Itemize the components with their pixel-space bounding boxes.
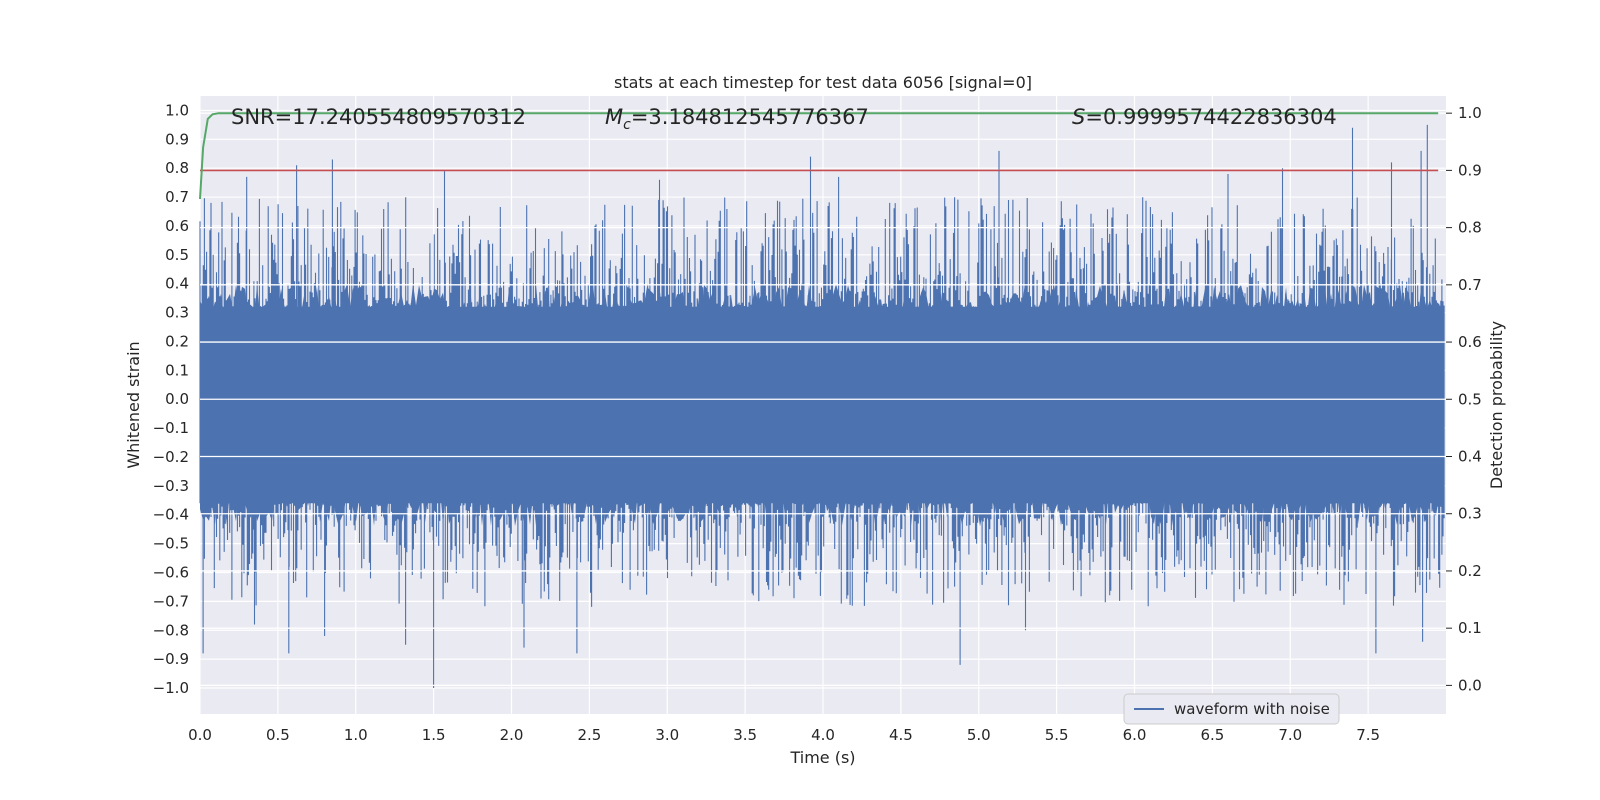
x-tick-label: 6.0 (1123, 726, 1147, 744)
x-tick-label: 1.5 (422, 726, 446, 744)
y-left-tick-label: −0.6 (153, 563, 189, 581)
x-tick-label: 3.0 (655, 726, 679, 744)
y-left-tick-label: 0.7 (165, 188, 189, 206)
legend-label: waveform with noise (1174, 700, 1330, 718)
x-tick-label: 4.5 (889, 726, 913, 744)
y-left-tick-label: 0.2 (165, 332, 189, 350)
y-left-tick-label: 0.4 (165, 275, 189, 293)
strain-series (199, 124, 1445, 688)
y-right-tick-label: 0.6 (1458, 333, 1482, 351)
y-right-ticks: 1.0 0.9 0.8 0.7 0.6 0.5 0.4 0.3 0.2 0.1 0.0 (1446, 104, 1482, 694)
score-symbol: S (1072, 105, 1085, 129)
y-right-tick-label: 0.5 (1458, 390, 1482, 408)
probability-line (199, 112, 1439, 200)
y-right-tick-label: 0.1 (1458, 619, 1482, 637)
y-right-tick-label: 0.7 (1458, 276, 1482, 294)
y-left-tick-label: 0.6 (165, 217, 189, 235)
y-right-tick-label: 0.9 (1458, 161, 1482, 179)
y-left-tick-label: −0.4 (153, 506, 189, 524)
y-right-tick-label: 1.0 (1458, 104, 1482, 122)
y-left-tick-label: 0.3 (165, 304, 189, 322)
x-tick-label: 5.0 (967, 726, 991, 744)
y-left-tick-label: −0.5 (153, 535, 189, 553)
y-left-tick-labels: 1.0 0.9 0.8 0.7 0.6 0.5 0.4 0.3 0.2 0.1 0.0 −0.1 −0.… (153, 101, 189, 697)
x-tick-label: 7.5 (1356, 726, 1380, 744)
x-tick-label: 7.0 (1278, 726, 1302, 744)
x-tick-label: 2.0 (500, 726, 524, 744)
x-axis-label: Time (s) (789, 748, 855, 767)
snr-annotation: SNR=17.240554809570312 (231, 105, 526, 129)
legend-box (1123, 693, 1340, 725)
y-right-tick-label: 0.3 (1458, 505, 1482, 523)
chart-title: stats at each timestep for test data 605… (614, 73, 1032, 92)
x-tick-label: 5.5 (1045, 726, 1069, 744)
strain-spikes (199, 124, 1445, 688)
x-tick-label: 4.0 (811, 726, 835, 744)
y-left-tick-label: 0.9 (165, 130, 189, 148)
score-annotation: S=0.9999574422836304 (1072, 105, 1337, 129)
x-tick-label: 6.5 (1200, 726, 1224, 744)
y-right-tick-label: 0.2 (1458, 562, 1482, 580)
legend: waveform with noise (1123, 693, 1340, 725)
y-left-tick-label: 0.1 (165, 361, 189, 379)
y-left-tick-label: −1.0 (153, 679, 189, 697)
y-right-tick-label: 0.0 (1458, 676, 1482, 694)
x-tick-label: 0.5 (266, 726, 290, 744)
chirp-mass-value: =3.184812545776367 (631, 105, 869, 129)
y-left-tick-label: −0.7 (153, 592, 189, 610)
score-value: =0.9999574422836304 (1085, 105, 1336, 129)
y-left-axis-label: Whitened strain (124, 341, 143, 468)
y-left-tick-label: 0.8 (165, 159, 189, 177)
y-left-tick-label: −0.1 (153, 419, 189, 437)
chirp-mass-annotation: Mc=3.184812545776367 (605, 105, 869, 133)
x-tick-labels: 0.0 0.5 1.0 1.5 2.0 2.5 3.0 3.5 4.0 4.5 5.0 5.5 6.0 6… (188, 726, 1380, 744)
y-left-tick-label: −0.9 (153, 650, 189, 668)
y-left-tick-label: −0.8 (153, 621, 189, 639)
chirp-mass-symbol: M (605, 105, 623, 129)
x-tick-label: 2.5 (577, 726, 601, 744)
x-tick-label: 1.0 (344, 726, 368, 744)
y-left-tick-label: 0.0 (165, 390, 189, 408)
y-right-tick-label: 0.4 (1458, 448, 1482, 466)
y-left-tick-label: 0.5 (165, 246, 189, 264)
x-tick-label: 0.0 (188, 726, 212, 744)
x-tick-label: 3.5 (733, 726, 757, 744)
y-right-axis-label: Detection probability (1487, 321, 1506, 489)
y-left-tick-label: −0.3 (153, 477, 189, 495)
y-left-tick-label: 1.0 (165, 101, 189, 119)
chirp-mass-subscript: c (623, 117, 631, 133)
y-left-tick-label: −0.2 (153, 448, 189, 466)
y-right-tick-label: 0.8 (1458, 219, 1482, 237)
